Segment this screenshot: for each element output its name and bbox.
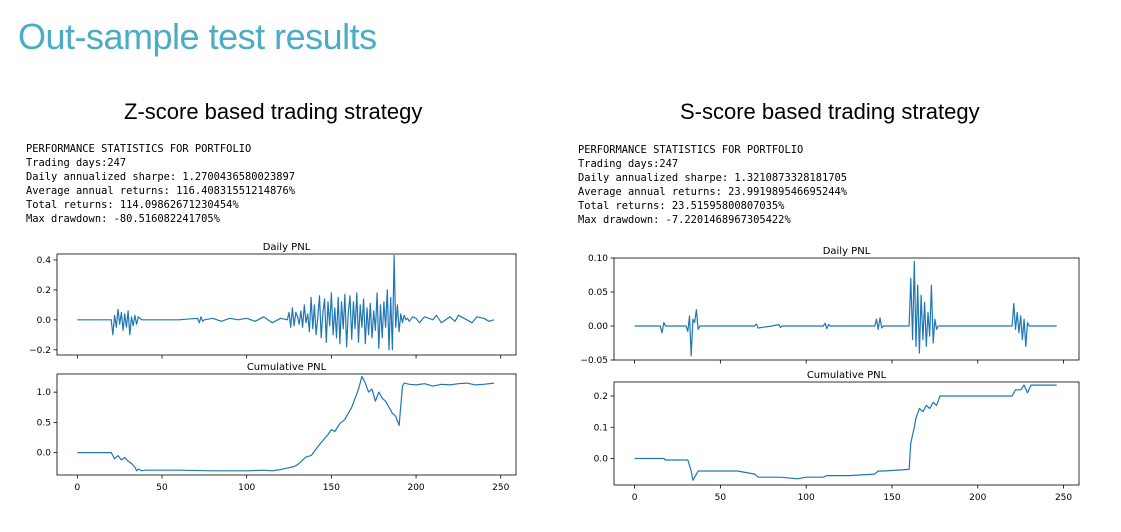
x-tick-label: 0 [632,493,638,503]
z-cumulative-pnl-chart: Cumulative PNL 0.0 0.5 1.0 0 50 100 150 200 250 [37,362,517,493]
slide-title: Out-sample test results [18,16,377,57]
x-tick-label: 250 [492,483,509,493]
stats-line: Average annual returns: 23.9919895466952… [578,186,847,198]
x-tick-label: 150 [883,493,900,503]
y-tick-label: 0.2 [594,392,608,402]
x-tick-label: 150 [323,483,340,493]
chart-title: Daily PNL [263,242,311,253]
y-tick-label: 0.0 [37,316,52,326]
stats-line: Total returns: 114.09862671230454% [26,199,239,211]
stats-line: PERFORMANCE STATISTICS FOR PORTFOLIO [578,144,804,156]
stats-line: Trading days:247 [578,158,679,170]
x-tick-label: 200 [407,483,424,493]
y-tick-label: 0.00 [588,322,608,332]
y-tick-label: 0.0 [594,454,609,464]
chart-title: Cumulative PNL [247,362,327,373]
plot-frame [56,253,517,356]
x-tick-label: 100 [798,493,815,503]
x-tick-label: 0 [74,483,80,493]
s-cumulative-pnl-chart: Cumulative PNL 0.0 0.1 0.2 0 50 100 150 200 250 [594,370,1080,503]
z-daily-pnl-chart: Daily PNL −0.2 0.0 0.2 0.4 [29,242,517,359]
x-tick-label: 50 [715,493,727,503]
stats-line: Average annual returns: 116.408315512148… [26,185,295,197]
y-tick-label: 0.0 [37,449,52,459]
y-tick-label: 0.05 [588,288,608,298]
plot-frame [613,381,1080,486]
plot-frame [56,373,517,476]
series-line [77,375,495,472]
stats-line: Total returns: 23.51595800807035% [578,200,785,212]
s-daily-pnl-chart: Daily PNL −0.05 0.00 0.05 0.10 [580,246,1080,366]
chart-title: Cumulative PNL [807,370,887,381]
s-score-stats: PERFORMANCE STATISTICS FOR PORTFOLIO Trad… [578,143,847,227]
y-tick-label: 0.2 [37,286,51,296]
chart-title: Daily PNL [823,246,871,257]
y-tick-label: 0.1 [594,423,608,433]
y-tick-label: 0.4 [37,256,52,266]
z-score-stats: PERFORMANCE STATISTICS FOR PORTFOLIO Trad… [26,142,295,226]
x-tick-label: 250 [1055,493,1072,503]
series-line [77,254,495,351]
y-tick-label: 0.5 [37,418,51,428]
stats-line: Max drawdown: -80.516082241705% [26,213,220,225]
plot-frame [613,257,1080,361]
series-line [634,260,1057,357]
stats-line: Max drawdown: -7.2201468967305422% [578,214,791,226]
y-tick-label: −0.2 [29,346,51,356]
x-tick-label: 100 [238,483,255,493]
x-tick-label: 200 [969,493,986,503]
y-tick-label: 1.0 [37,388,52,398]
x-tick-label: 50 [156,483,168,493]
s-score-panel-title: S-score based trading strategy [680,99,980,124]
stats-line: Daily annualized sharpe: 1.2700436580023… [26,171,295,183]
y-tick-label: 0.10 [588,254,608,264]
y-tick-label: −0.05 [580,356,608,366]
stats-line: Trading days:247 [26,157,127,169]
z-score-panel-title: Z-score based trading strategy [124,99,423,124]
stats-line: Daily annualized sharpe: 1.3210873328181… [578,172,847,184]
series-line [634,384,1057,481]
stats-line: PERFORMANCE STATISTICS FOR PORTFOLIO [26,143,252,155]
